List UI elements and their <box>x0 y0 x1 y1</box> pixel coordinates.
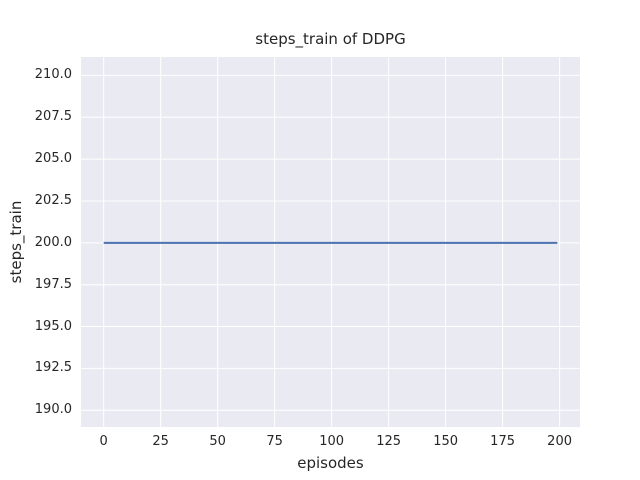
plot-area <box>81 57 580 427</box>
x-tick-label: 0 <box>99 434 108 449</box>
x-tick-label: 100 <box>319 434 345 449</box>
x-tick-label: 25 <box>152 434 169 449</box>
x-tick-label: 150 <box>433 434 459 449</box>
x-axis-label: episodes <box>297 454 364 472</box>
x-tick-label: 125 <box>376 434 402 449</box>
y-tick-label: 205.0 <box>34 151 72 167</box>
y-tick-label: 200.0 <box>34 234 72 250</box>
y-tick-label: 192.5 <box>34 360 72 376</box>
plot-canvas <box>81 57 580 427</box>
y-tick-label: 197.5 <box>34 276 72 292</box>
x-tick-label: 75 <box>266 434 283 449</box>
y-tick-label: 190.0 <box>34 402 72 418</box>
x-tick-label: 175 <box>490 434 516 449</box>
y-tick-label: 207.5 <box>34 109 72 125</box>
y-tick-label: 195.0 <box>34 318 72 334</box>
x-tick-label: 50 <box>209 434 226 449</box>
y-tick-label: 202.5 <box>34 192 72 208</box>
chart-title: steps_train of DDPG <box>255 30 406 48</box>
x-tick-label: 200 <box>547 434 573 449</box>
y-tick-label: 210.0 <box>34 67 72 83</box>
